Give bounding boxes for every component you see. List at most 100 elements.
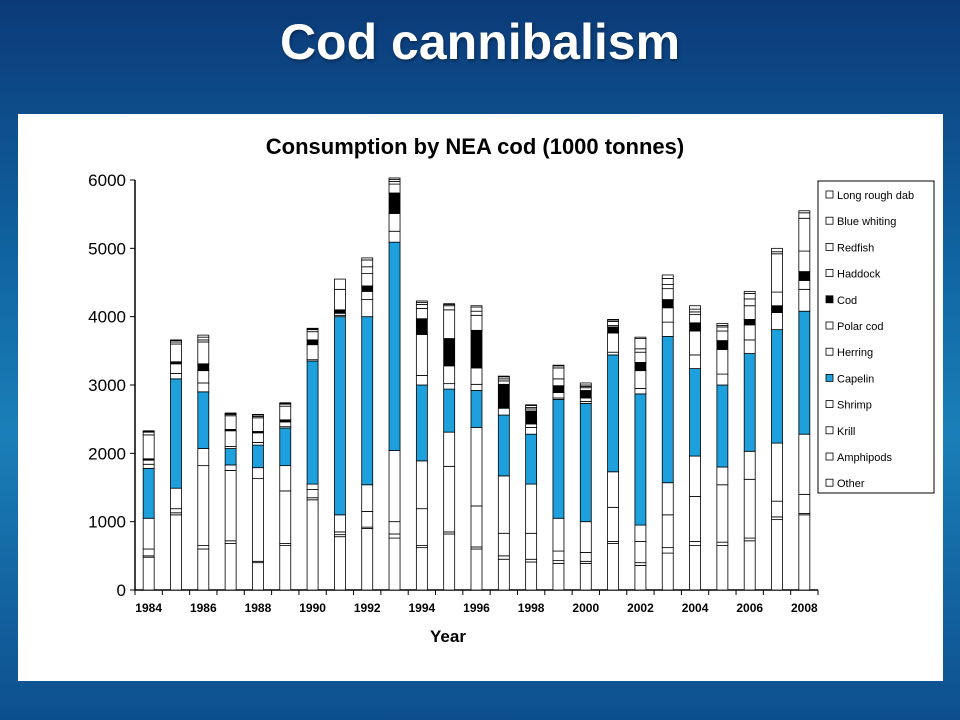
- bars: [142, 177, 811, 591]
- legend-swatch: [825, 295, 834, 304]
- bar-segment-other: [279, 545, 292, 591]
- bar-segment-krill: [443, 465, 456, 533]
- legend-swatch: [825, 269, 834, 278]
- x-tick-label: 1998: [518, 601, 545, 615]
- x-axis-title: Year: [430, 627, 466, 646]
- bar-segment-redfish: [361, 266, 374, 275]
- bar-segment-redfish: [634, 348, 647, 353]
- bar-segment-shrimp: [716, 466, 729, 486]
- bar-segment-redfish: [470, 310, 483, 316]
- bar-segment-haddock: [497, 380, 510, 385]
- bar-segment-cod: [197, 363, 210, 372]
- bar-segment-haddock: [224, 415, 237, 430]
- y-tick-label: 0: [117, 581, 126, 600]
- bar-segment-shrimp: [388, 450, 401, 523]
- bar-segment-long-rough-dab: [388, 177, 401, 180]
- y-tick-label: 3000: [88, 376, 126, 395]
- legend-label: Long rough dab: [837, 190, 914, 202]
- chart-panel: Consumption by NEA cod (1000 tonnes) 0 10…: [18, 114, 943, 681]
- bar-segment-redfish: [443, 305, 456, 311]
- bar-segment-capelin: [197, 391, 210, 449]
- x-tick-label: 1984: [135, 601, 162, 615]
- bar-segment-long-rough-dab: [525, 404, 538, 406]
- bar-segment-haddock: [415, 308, 428, 320]
- bar-segment-shrimp: [607, 471, 619, 508]
- bar-segment-redfish: [142, 431, 155, 436]
- bar-segment-long-rough-dab: [689, 305, 701, 310]
- x-tick-label: 2004: [682, 601, 709, 615]
- bar-segment-capelin: [333, 316, 346, 516]
- x-tick-label: 1990: [299, 601, 326, 615]
- bar-segment-shrimp: [497, 475, 510, 534]
- bar-segment-redfish: [798, 217, 811, 252]
- bar-segment-polar-cod: [279, 421, 292, 428]
- bar-segment-herring: [170, 372, 182, 380]
- bar-segment-cod: [525, 410, 538, 425]
- bar-segment-redfish: [552, 367, 565, 380]
- bar-segment-haddock: [579, 387, 592, 391]
- bar-segment-polar-cod: [579, 397, 592, 402]
- legend-label: Blue whiting: [837, 216, 896, 228]
- bar-segment-long-rough-dab: [470, 305, 483, 308]
- bar-segment-blue-whiting: [743, 293, 756, 300]
- bar-segment-haddock: [443, 309, 456, 339]
- bar-segment-other: [170, 514, 182, 591]
- x-tick-label: 2006: [736, 601, 763, 615]
- bar-segment-krill: [470, 505, 483, 548]
- y-tick-label: 4000: [88, 308, 126, 327]
- bar-segment-amphipods: [388, 533, 401, 539]
- bar-segment-capelin: [743, 353, 756, 452]
- bar-segment-blue-whiting: [634, 338, 647, 350]
- bar-segment-krill: [142, 548, 155, 557]
- bar-segment-polar-cod: [743, 324, 756, 341]
- bar-segment-polar-cod: [607, 332, 619, 353]
- bar-segment-long-rough-dab: [771, 247, 783, 253]
- bar-segment-shrimp: [743, 450, 756, 480]
- bar-segment-long-rough-dab: [798, 210, 811, 214]
- stacked-bar-chart: Consumption by NEA cod (1000 tonnes) 0 10…: [88, 134, 935, 646]
- legend-swatch: [825, 242, 834, 251]
- legend-label: Herring: [837, 347, 873, 359]
- bar-segment-other: [361, 528, 374, 591]
- x-tick-label: 2008: [791, 601, 818, 615]
- bar-segment-haddock: [170, 343, 182, 363]
- legend-swatch: [825, 190, 834, 199]
- bar-segment-redfish: [771, 253, 783, 293]
- bar-segment-capelin: [689, 368, 701, 457]
- bar-segment-capelin: [224, 448, 237, 466]
- bar-segment-cod: [388, 192, 401, 214]
- bar-segment-shrimp: [415, 460, 428, 510]
- bar-segment-other: [142, 556, 155, 591]
- bar-segment-shrimp: [470, 426, 483, 507]
- bar-segment-long-rough-dab: [224, 412, 237, 415]
- bar-segment-herring: [716, 373, 729, 386]
- bar-segment-shrimp: [525, 483, 538, 534]
- legend-swatch: [825, 373, 834, 382]
- bar-segment-krill: [415, 508, 428, 546]
- bar-segment-haddock: [552, 378, 565, 387]
- bar-segment-polar-cod: [716, 349, 729, 375]
- bar-segment-blue-whiting: [197, 336, 210, 341]
- x-tick-label: 2000: [572, 601, 599, 615]
- bar-segment-krill: [252, 478, 264, 562]
- bar-segment-krill: [497, 532, 510, 557]
- chart-title: Consumption by NEA cod (1000 tonnes): [266, 134, 684, 159]
- bar-segment-krill: [771, 500, 783, 518]
- bar-segment-other: [388, 537, 401, 591]
- bar-segment-capelin: [497, 414, 510, 477]
- x-tick-label: 1986: [190, 601, 217, 615]
- bar-segment-krill: [306, 489, 319, 499]
- bar-segment-shrimp: [771, 442, 783, 502]
- bar-segment-other: [607, 543, 619, 591]
- bar-segment-cod: [798, 271, 811, 281]
- bar-segment-capelin: [798, 310, 811, 435]
- bar-segment-haddock: [388, 183, 401, 194]
- x-tick-label: 2002: [627, 601, 654, 615]
- bar-segment-long-rough-dab: [415, 300, 428, 303]
- bar-segment-polar-cod: [170, 363, 182, 374]
- bar-segment-capelin: [525, 433, 538, 485]
- bar-segment-amphipods: [224, 540, 237, 544]
- bar-segment-haddock: [197, 341, 210, 365]
- bar-segment-herring: [634, 388, 647, 395]
- bar-segment-capelin: [415, 384, 428, 462]
